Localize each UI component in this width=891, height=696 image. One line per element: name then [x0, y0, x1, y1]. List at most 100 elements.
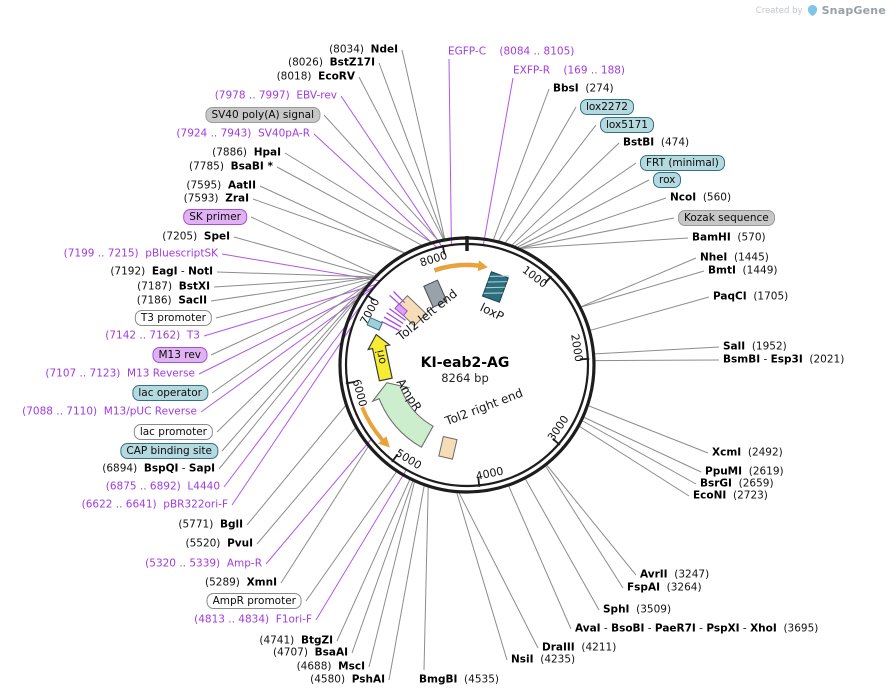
callout-sali-1952[interactable]: SalI (1952)	[723, 340, 787, 353]
callout-6622-6641-pbr322ori-f[interactable]: (6622 .. 6641) pBR322ori-F	[81, 498, 228, 511]
callout-7187-bstxi[interactable]: (7187) BstXI	[137, 280, 210, 293]
callout-egfp-c-8084-8105[interactable]: EGFP-C (8084 .. 8105)	[448, 45, 575, 58]
callout-5320-5339-amp-r[interactable]: (5320 .. 5339) Amp-R	[145, 557, 262, 570]
leader-line-ampr-promoter	[305, 471, 397, 602]
leader-line-cap-binding-site	[221, 291, 363, 452]
tol2-right-end-feature[interactable]	[438, 435, 458, 460]
callout-7593-zrai[interactable]: (7593) ZraI	[183, 192, 249, 205]
tol2-left-end-feature[interactable]	[394, 294, 427, 327]
callout-5289-xmni[interactable]: (5289) XmnI	[204, 576, 277, 589]
callout-nhei-1445[interactable]: NheI (1445)	[700, 251, 769, 264]
loxp-feature[interactable]	[481, 270, 509, 303]
callout-4707-bsaai[interactable]: (4707) BsaAI	[273, 646, 348, 659]
leader-line-7886-hpai	[284, 152, 431, 243]
callout-rox[interactable]: rox	[653, 172, 682, 188]
callout-cap-binding-site[interactable]: CAP binding site	[120, 443, 218, 459]
callout-6875-6892-l4440[interactable]: (6875 .. 6892) L4440	[105, 480, 220, 493]
primer-cluster-lines-0	[381, 320, 400, 332]
callout-5771-bgli[interactable]: (5771) BglI	[178, 518, 243, 531]
tick-7000	[366, 294, 375, 302]
leader-line-nhei-1445	[581, 257, 697, 308]
leader-line-rox	[517, 179, 650, 248]
leader-line-7785-bsabi	[276, 166, 422, 246]
callout-8034-ndei[interactable]: (8034) NdeI	[329, 43, 398, 56]
callout-lox2272[interactable]: lox2272	[580, 99, 634, 115]
callout-6894-bspqi-sapi[interactable]: (6894) BspQI - SapI	[102, 462, 215, 475]
callout-7199-7215-pbluescriptsk[interactable]: (7199 .. 7215) pBluescriptSK	[63, 247, 218, 260]
callout-ampr-promoter[interactable]: AmpR promoter	[206, 593, 302, 609]
callout-sphi-3509[interactable]: SphI (3509)	[603, 603, 672, 616]
callout-7142-7162-t3[interactable]: (7142 .. 7162) T3	[105, 329, 200, 342]
callout-7186-sacii[interactable]: (7186) SacII	[136, 294, 207, 307]
ampr-feature[interactable]	[371, 382, 434, 448]
callout-sk-primer[interactable]: SK primer	[183, 209, 247, 225]
callout-bmgbi-4535[interactable]: BmgBI (4535)	[419, 673, 499, 686]
leader-line-draiii-4211	[458, 493, 539, 649]
callout-ncoi-560[interactable]: NcoI (560)	[670, 191, 732, 204]
callout-8026-bstz17i[interactable]: (8026) BstZ17I	[288, 56, 375, 69]
callout-7088-7110-m13-puc-reverse[interactable]: (7088 .. 7110) M13/pUC Reverse	[22, 405, 197, 418]
callout-4580-pshai[interactable]: (4580) PshAI	[310, 673, 385, 686]
leader-line-5520-pvui	[256, 427, 356, 545]
leader-line-7924-7943-sv40pa-r	[313, 133, 438, 248]
callout-7192-eagi-noti[interactable]: (7192) EagI - NotI	[110, 265, 213, 278]
sv40-polya-feature[interactable]	[423, 279, 448, 308]
callout-frt-minimal[interactable]: FRT (minimal)	[640, 155, 725, 171]
cds-arrow-top[interactable]	[433, 262, 480, 273]
callout-nsii-4235[interactable]: NsiI (4235)	[511, 653, 576, 666]
callout-econi-2723[interactable]: EcoNI (2723)	[693, 489, 768, 502]
leader-line-sphi-3509	[525, 479, 600, 611]
callout-paqci-1705[interactable]: PaqCI (1705)	[713, 290, 789, 303]
callout-lac-promoter[interactable]: lac promoter	[133, 424, 213, 440]
callout-bstbi-474[interactable]: BstBI (474)	[623, 136, 690, 149]
amp-orange-arrow[interactable]	[360, 406, 385, 442]
callout-draiii-4211[interactable]: DraIII (4211)	[542, 641, 617, 654]
callout-7107-7123-m13-reverse[interactable]: (7107 .. 7123) M13 Reverse	[45, 367, 195, 380]
leader-line-5289-xmni	[280, 446, 369, 584]
callout-m13-rev[interactable]: M13 rev	[152, 347, 207, 363]
ori-feature[interactable]	[365, 332, 396, 382]
callout-lac-operator[interactable]: lac operator	[132, 385, 208, 401]
callout-7886-hpai[interactable]: (7886) HpaI	[212, 146, 281, 159]
leader-line-ncoi-560	[519, 197, 667, 249]
callout-5520-pvui[interactable]: (5520) PvuI	[185, 537, 253, 550]
leader-line-exfp-r-169-188	[482, 77, 514, 245]
callout-7595-aatii[interactable]: (7595) AatII	[186, 179, 256, 192]
leader-line-bsmbi-esp3i-2021	[595, 359, 720, 362]
tick-label-4000: 4000	[475, 464, 505, 482]
callout-4741-btgzi[interactable]: (4741) BtgZI	[259, 634, 333, 647]
leader-line-7593-zrai	[252, 198, 405, 254]
callout-8018-ecorv[interactable]: (8018) EcoRV	[276, 70, 355, 83]
callout-fspai-3264[interactable]: FspAI (3264)	[627, 581, 702, 594]
callout-7924-7943-sv40pa-r[interactable]: (7924 .. 7943) SV40pA-R	[176, 127, 310, 140]
callout-bamhi-570[interactable]: BamHI (570)	[692, 231, 766, 244]
primer-cluster-violet-box[interactable]	[394, 303, 408, 317]
callout-t3-promoter[interactable]: T3 promoter	[134, 310, 212, 326]
callout-bmti-1449[interactable]: BmtI (1449)	[708, 264, 778, 277]
leader-line-lac-promoter	[216, 287, 365, 433]
leader-line-7088-7110-m13-puc-reverse	[200, 287, 374, 413]
callout-bbsi-274[interactable]: BbsI (274)	[553, 82, 614, 95]
leader-line-bamhi-570	[520, 237, 689, 249]
callout-avai-bsobi-paer7i-pspxi-xhoi-3695[interactable]: AvaI - BsoBI - PaeR7I - PspXI - XhoI (36…	[575, 622, 819, 635]
amp-orange-arrow-head	[378, 436, 390, 448]
callout-bsrgi-2659[interactable]: BsrGI (2659)	[700, 477, 774, 490]
callout-lox5171[interactable]: lox5171	[600, 117, 654, 133]
callout-xcmi-2492[interactable]: XcmI (2492)	[712, 446, 783, 459]
callout-kozak-sequence[interactable]: Kozak sequence	[678, 210, 775, 226]
callout-7978-7997-ebv-rev[interactable]: (7978 .. 7997) EBV-rev	[214, 89, 337, 102]
ori-label[interactable]: ori	[373, 349, 389, 366]
callout-4688-msci[interactable]: (4688) MscI	[296, 660, 365, 673]
leader-line-4580-pshai	[388, 486, 425, 681]
callout-exfp-r-169-188[interactable]: EXFP-R (169 .. 188)	[513, 64, 626, 77]
callout-avrii-3247[interactable]: AvrII (3247)	[640, 568, 710, 581]
leader-line-7595-aatii	[259, 185, 405, 254]
callout-sv40-poly-a-signal[interactable]: SV40 poly(A) signal	[205, 107, 320, 123]
callout-4813-4834-f1ori-f[interactable]: (4813 .. 4834) F1ori-F	[194, 613, 312, 626]
primer-cluster-teal-box[interactable]	[366, 316, 383, 331]
callout-7785-bsabi[interactable]: (7785) BsaBI *	[189, 160, 273, 173]
callout-7205-spei[interactable]: (7205) SpeI	[162, 230, 230, 243]
callout-ppumi-2619[interactable]: PpuMI (2619)	[705, 465, 784, 478]
callout-bsmbi-esp3i-2021[interactable]: BsmBI - Esp3I (2021)	[723, 353, 845, 366]
